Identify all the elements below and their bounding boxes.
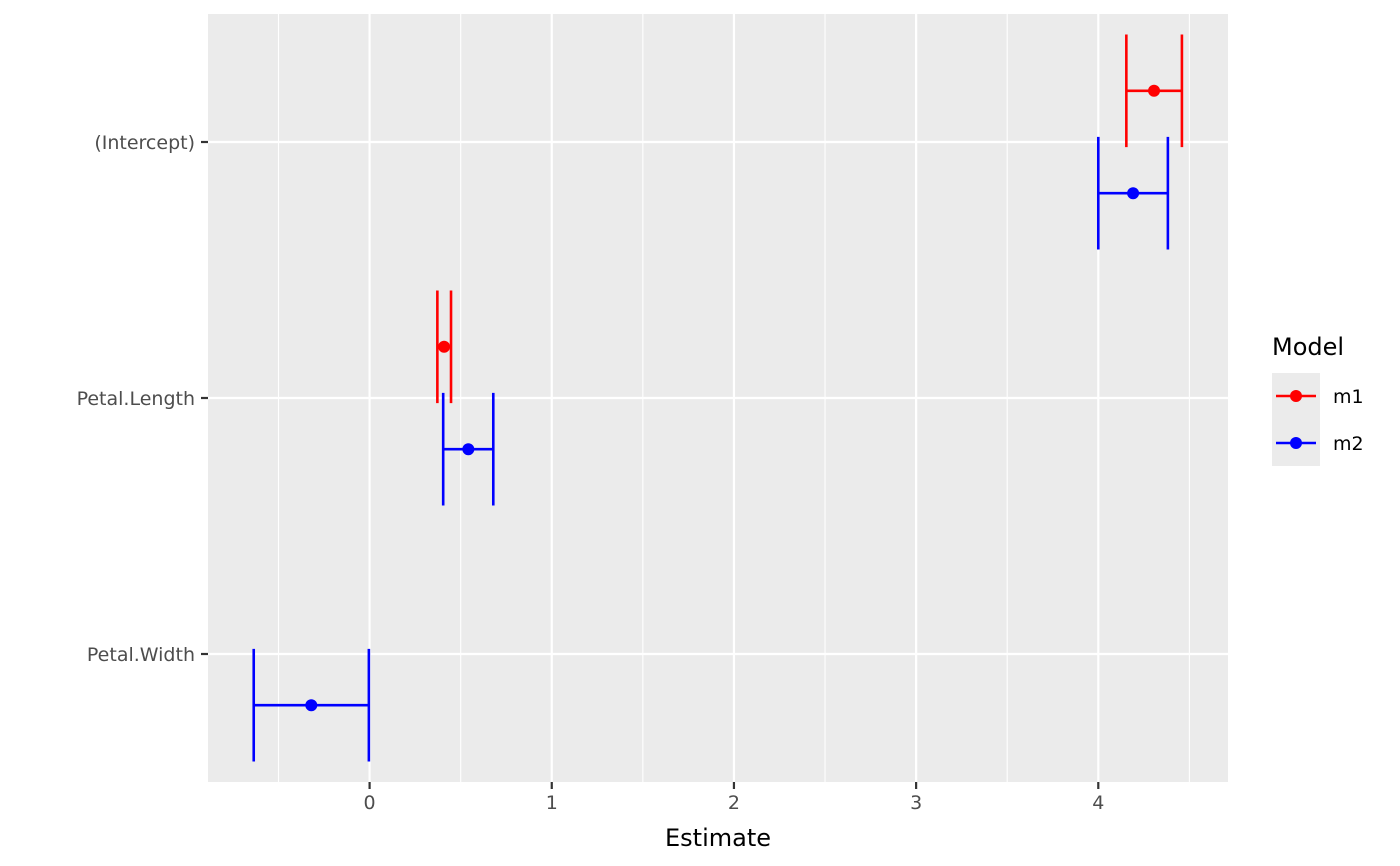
legend-key-background bbox=[1272, 373, 1320, 466]
error-bar-m1 bbox=[436, 290, 453, 404]
x-tick-label: 1 bbox=[546, 792, 558, 814]
legend-items: m1 m2 bbox=[1276, 386, 1364, 455]
error-bar-m1 bbox=[1125, 34, 1184, 148]
error-bar-marks bbox=[252, 34, 1184, 762]
legend-item-m1: m1 bbox=[1276, 386, 1364, 408]
error-bar-m2 bbox=[441, 392, 495, 506]
legend-label: m1 bbox=[1333, 386, 1364, 408]
y-axis: (Intercept) Petal.Length Petal.Width bbox=[77, 132, 208, 666]
legend-item-m2: m2 bbox=[1276, 433, 1364, 455]
x-axis-title: Estimate bbox=[665, 824, 771, 852]
x-axis: 0 1 2 3 4 bbox=[364, 782, 1104, 814]
y-tick-label: (Intercept) bbox=[94, 132, 195, 154]
y-tick-label: Petal.Width bbox=[87, 644, 195, 666]
legend-key-point bbox=[1290, 437, 1302, 449]
x-tick-label: 4 bbox=[1092, 792, 1104, 814]
x-tick-label: 2 bbox=[728, 792, 740, 814]
estimate-point bbox=[438, 340, 451, 353]
legend-key-point bbox=[1290, 390, 1302, 402]
x-tick-label: 3 bbox=[910, 792, 922, 814]
estimate-point bbox=[462, 443, 475, 456]
legend-label: m2 bbox=[1333, 433, 1364, 455]
x-tick-label: 0 bbox=[364, 792, 376, 814]
legend: Model m1 m2 bbox=[1272, 333, 1364, 466]
error-bar-m2 bbox=[252, 648, 371, 762]
y-tick-label: Petal.Length bbox=[77, 388, 195, 410]
estimate-point bbox=[1148, 84, 1161, 97]
estimate-point bbox=[305, 699, 318, 712]
legend-title: Model bbox=[1272, 333, 1344, 361]
error-bar-m2 bbox=[1096, 136, 1170, 250]
estimate-point bbox=[1127, 187, 1140, 200]
